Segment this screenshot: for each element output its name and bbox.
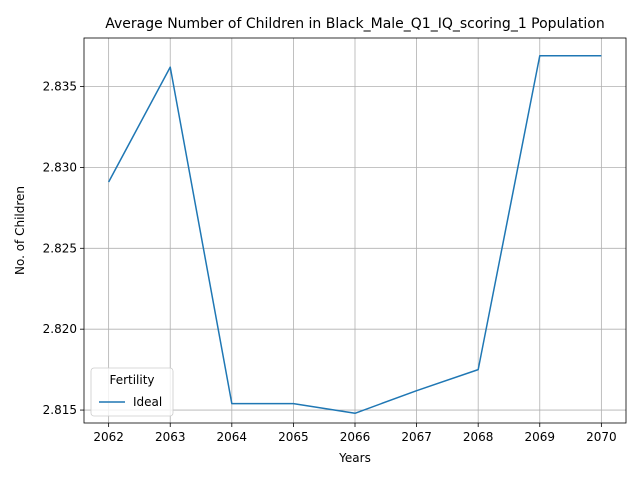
x-tick-label: 2068 bbox=[463, 430, 494, 444]
x-tick-label: 2067 bbox=[401, 430, 432, 444]
x-axis-label: Years bbox=[338, 451, 371, 465]
x-tick-label: 2065 bbox=[278, 430, 309, 444]
x-tick-label: 2062 bbox=[93, 430, 124, 444]
y-tick-label: 2.820 bbox=[43, 322, 77, 336]
y-axis-label: No. of Children bbox=[13, 186, 27, 275]
legend-entry-label: Ideal bbox=[133, 395, 162, 409]
chart-title: Average Number of Children in Black_Male… bbox=[105, 16, 604, 32]
x-tick-label: 2066 bbox=[340, 430, 371, 444]
grid-lines bbox=[84, 38, 626, 423]
y-tick-label: 2.835 bbox=[43, 80, 77, 94]
series-group bbox=[107, 55, 602, 415]
legend-box bbox=[90, 367, 174, 417]
x-tick-label: 2070 bbox=[586, 430, 617, 444]
y-tick-label: 2.815 bbox=[43, 403, 77, 417]
x-axis: 2062 2063 2064 2065 2066 2067 2068 2069 2070 bbox=[93, 423, 617, 444]
y-tick-label: 2.830 bbox=[43, 160, 77, 174]
x-tick-label: 2063 bbox=[155, 430, 186, 444]
legend-title: Fertility bbox=[109, 373, 154, 387]
y-tick-label: 2.825 bbox=[43, 241, 77, 255]
x-tick-label: 2069 bbox=[524, 430, 555, 444]
x-tick-label: 2064 bbox=[217, 430, 248, 444]
y-axis: 2.815 2.820 2.825 2.830 2.835 bbox=[43, 80, 84, 417]
legend: Fertility Ideal bbox=[90, 367, 174, 417]
